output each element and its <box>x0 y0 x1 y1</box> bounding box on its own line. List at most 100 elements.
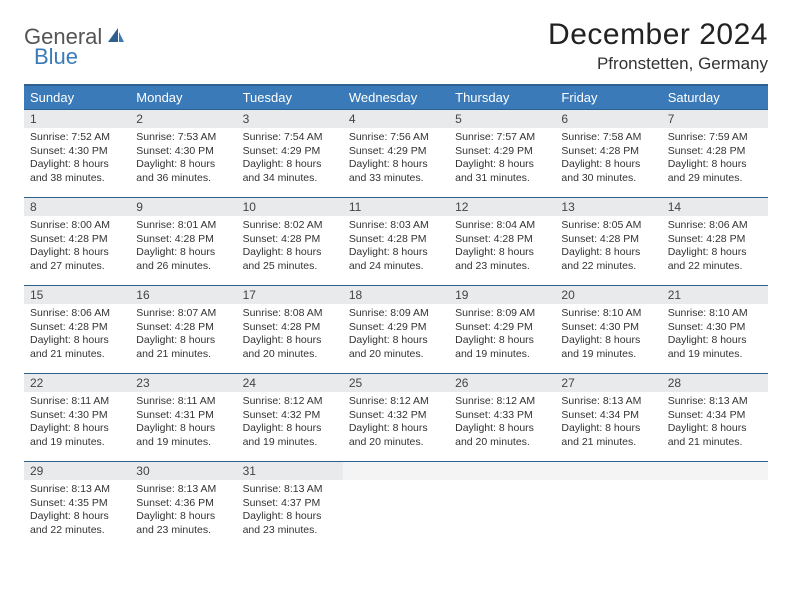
day-number: 24 <box>237 374 343 392</box>
day-body: Sunrise: 8:03 AMSunset: 4:28 PMDaylight:… <box>343 216 449 280</box>
sunset-line: Sunset: 4:29 PM <box>349 145 443 159</box>
calendar-empty-cell <box>555 462 661 550</box>
day-number: 23 <box>130 374 236 392</box>
day-body: Sunrise: 8:13 AMSunset: 4:35 PMDaylight:… <box>24 480 130 544</box>
sunrise-line: Sunrise: 8:02 AM <box>243 219 337 233</box>
sunrise-line: Sunrise: 8:11 AM <box>136 395 230 409</box>
sunrise-line: Sunrise: 8:13 AM <box>243 483 337 497</box>
calendar-day-cell: 4Sunrise: 7:56 AMSunset: 4:29 PMDaylight… <box>343 110 449 198</box>
sunrise-line: Sunrise: 8:04 AM <box>455 219 549 233</box>
day-body: Sunrise: 8:13 AMSunset: 4:34 PMDaylight:… <box>555 392 661 456</box>
day-body: Sunrise: 8:13 AMSunset: 4:37 PMDaylight:… <box>237 480 343 544</box>
daylight-line: Daylight: 8 hours and 38 minutes. <box>30 158 124 185</box>
calendar-day-cell: 3Sunrise: 7:54 AMSunset: 4:29 PMDaylight… <box>237 110 343 198</box>
sunrise-line: Sunrise: 8:03 AM <box>349 219 443 233</box>
day-number: 11 <box>343 198 449 216</box>
calendar-day-cell: 20Sunrise: 8:10 AMSunset: 4:30 PMDayligh… <box>555 286 661 374</box>
calendar-day-cell: 12Sunrise: 8:04 AMSunset: 4:28 PMDayligh… <box>449 198 555 286</box>
day-number: 2 <box>130 110 236 128</box>
sunset-line: Sunset: 4:29 PM <box>455 145 549 159</box>
calendar-day-cell: 22Sunrise: 8:11 AMSunset: 4:30 PMDayligh… <box>24 374 130 462</box>
sunset-line: Sunset: 4:37 PM <box>243 497 337 511</box>
day-body: Sunrise: 8:10 AMSunset: 4:30 PMDaylight:… <box>662 304 768 368</box>
day-body: Sunrise: 8:09 AMSunset: 4:29 PMDaylight:… <box>449 304 555 368</box>
day-number: 29 <box>24 462 130 480</box>
sunrise-line: Sunrise: 8:10 AM <box>561 307 655 321</box>
calendar-day-cell: 23Sunrise: 8:11 AMSunset: 4:31 PMDayligh… <box>130 374 236 462</box>
location-label: Pfronstetten, Germany <box>548 54 768 74</box>
logo-text-blue: Blue <box>34 44 78 69</box>
daylight-line: Daylight: 8 hours and 27 minutes. <box>30 246 124 273</box>
sunset-line: Sunset: 4:31 PM <box>136 409 230 423</box>
sunrise-line: Sunrise: 7:53 AM <box>136 131 230 145</box>
day-number: 21 <box>662 286 768 304</box>
sunset-line: Sunset: 4:36 PM <box>136 497 230 511</box>
day-body: Sunrise: 7:53 AMSunset: 4:30 PMDaylight:… <box>130 128 236 192</box>
sunset-line: Sunset: 4:28 PM <box>243 233 337 247</box>
day-number: 18 <box>343 286 449 304</box>
sunset-line: Sunset: 4:34 PM <box>561 409 655 423</box>
day-body: Sunrise: 7:57 AMSunset: 4:29 PMDaylight:… <box>449 128 555 192</box>
day-number: 17 <box>237 286 343 304</box>
sunrise-line: Sunrise: 8:13 AM <box>136 483 230 497</box>
sunrise-line: Sunrise: 8:09 AM <box>455 307 549 321</box>
calendar-week-row: 1Sunrise: 7:52 AMSunset: 4:30 PMDaylight… <box>24 110 768 198</box>
header: General December 2024 Pfronstetten, Germ… <box>24 18 768 74</box>
daylight-line: Daylight: 8 hours and 19 minutes. <box>30 422 124 449</box>
sunset-line: Sunset: 4:30 PM <box>30 409 124 423</box>
day-number: 28 <box>662 374 768 392</box>
calendar-day-cell: 24Sunrise: 8:12 AMSunset: 4:32 PMDayligh… <box>237 374 343 462</box>
weekday-header: Thursday <box>449 85 555 110</box>
daylight-line: Daylight: 8 hours and 19 minutes. <box>561 334 655 361</box>
sunset-line: Sunset: 4:28 PM <box>30 233 124 247</box>
weekday-header: Tuesday <box>237 85 343 110</box>
day-body: Sunrise: 7:59 AMSunset: 4:28 PMDaylight:… <box>662 128 768 192</box>
weekday-header: Saturday <box>662 85 768 110</box>
day-body: Sunrise: 8:12 AMSunset: 4:33 PMDaylight:… <box>449 392 555 456</box>
calendar-empty-cell <box>662 462 768 550</box>
calendar-day-cell: 11Sunrise: 8:03 AMSunset: 4:28 PMDayligh… <box>343 198 449 286</box>
day-body: Sunrise: 8:02 AMSunset: 4:28 PMDaylight:… <box>237 216 343 280</box>
daylight-line: Daylight: 8 hours and 23 minutes. <box>243 510 337 537</box>
sunset-line: Sunset: 4:28 PM <box>136 233 230 247</box>
weekday-header: Monday <box>130 85 236 110</box>
day-number: 12 <box>449 198 555 216</box>
daylight-line: Daylight: 8 hours and 20 minutes. <box>349 422 443 449</box>
calendar-week-row: 29Sunrise: 8:13 AMSunset: 4:35 PMDayligh… <box>24 462 768 550</box>
sunrise-line: Sunrise: 8:13 AM <box>30 483 124 497</box>
sunrise-line: Sunrise: 7:59 AM <box>668 131 762 145</box>
sunrise-line: Sunrise: 7:54 AM <box>243 131 337 145</box>
daylight-line: Daylight: 8 hours and 23 minutes. <box>136 510 230 537</box>
day-number: 10 <box>237 198 343 216</box>
day-body: Sunrise: 8:09 AMSunset: 4:29 PMDaylight:… <box>343 304 449 368</box>
sunrise-line: Sunrise: 8:10 AM <box>668 307 762 321</box>
daylight-line: Daylight: 8 hours and 36 minutes. <box>136 158 230 185</box>
calendar-day-cell: 26Sunrise: 8:12 AMSunset: 4:33 PMDayligh… <box>449 374 555 462</box>
daylight-line: Daylight: 8 hours and 23 minutes. <box>455 246 549 273</box>
day-number: 20 <box>555 286 661 304</box>
calendar-week-row: 15Sunrise: 8:06 AMSunset: 4:28 PMDayligh… <box>24 286 768 374</box>
day-number: 30 <box>130 462 236 480</box>
sunrise-line: Sunrise: 8:00 AM <box>30 219 124 233</box>
sunset-line: Sunset: 4:30 PM <box>668 321 762 335</box>
calendar-day-cell: 17Sunrise: 8:08 AMSunset: 4:28 PMDayligh… <box>237 286 343 374</box>
sunset-line: Sunset: 4:30 PM <box>30 145 124 159</box>
day-number: 1 <box>24 110 130 128</box>
day-number: 6 <box>555 110 661 128</box>
daylight-line: Daylight: 8 hours and 22 minutes. <box>668 246 762 273</box>
sunrise-line: Sunrise: 8:06 AM <box>30 307 124 321</box>
daylight-line: Daylight: 8 hours and 21 minutes. <box>136 334 230 361</box>
daylight-line: Daylight: 8 hours and 24 minutes. <box>349 246 443 273</box>
weekday-header: Sunday <box>24 85 130 110</box>
day-body-empty <box>662 480 768 530</box>
daylight-line: Daylight: 8 hours and 19 minutes. <box>455 334 549 361</box>
day-number: 25 <box>343 374 449 392</box>
calendar-week-row: 22Sunrise: 8:11 AMSunset: 4:30 PMDayligh… <box>24 374 768 462</box>
sunset-line: Sunset: 4:32 PM <box>243 409 337 423</box>
day-number: 22 <box>24 374 130 392</box>
day-body: Sunrise: 8:08 AMSunset: 4:28 PMDaylight:… <box>237 304 343 368</box>
sunset-line: Sunset: 4:29 PM <box>243 145 337 159</box>
day-body: Sunrise: 8:12 AMSunset: 4:32 PMDaylight:… <box>343 392 449 456</box>
sunrise-line: Sunrise: 8:12 AM <box>455 395 549 409</box>
calendar-day-cell: 21Sunrise: 8:10 AMSunset: 4:30 PMDayligh… <box>662 286 768 374</box>
